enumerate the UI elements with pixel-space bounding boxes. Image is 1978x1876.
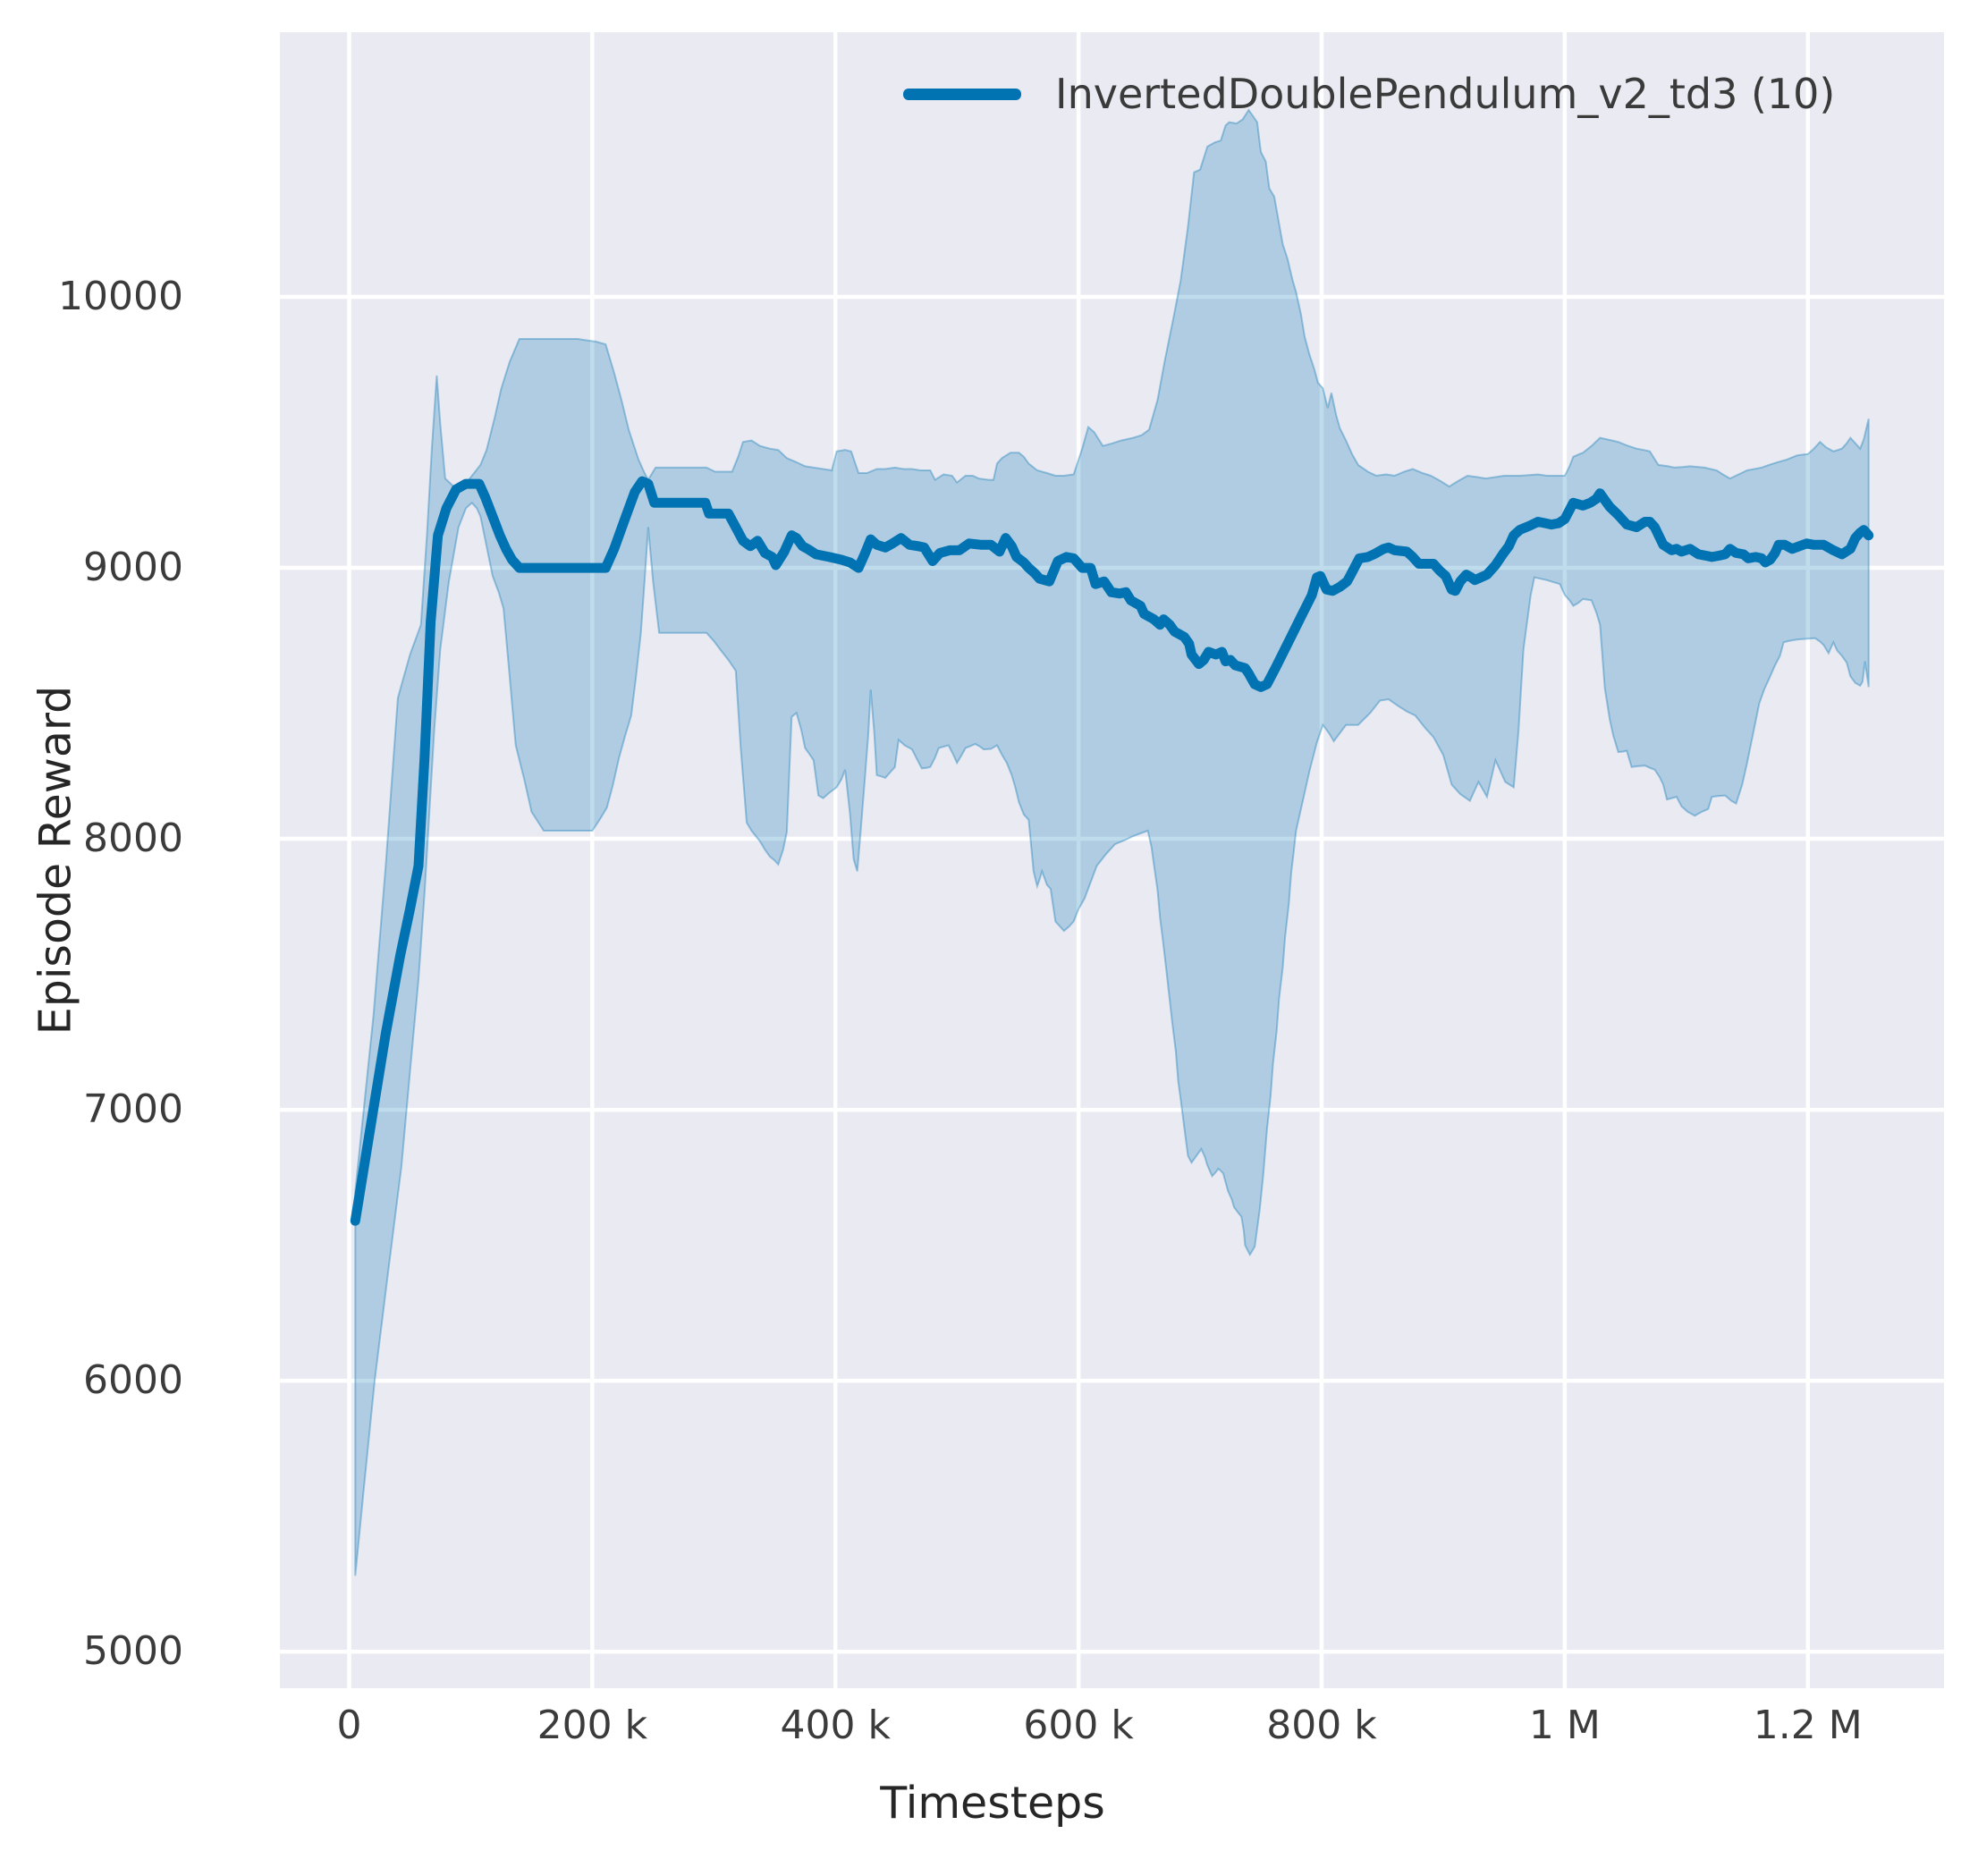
x-tick-label: 1 M [1528, 1703, 1601, 1748]
y-tick-label: 5000 [83, 1628, 183, 1675]
y-tick-label: 9000 [83, 545, 183, 591]
plot-background [280, 32, 1944, 1688]
x-axis-label: Timesteps [880, 1778, 1105, 1829]
legend-line-swatch [903, 88, 1021, 100]
legend: InvertedDoublePendulum_v2_td3 (10) [903, 70, 1835, 118]
x-tick-label: 1.2 M [1753, 1703, 1863, 1748]
mean-line [350, 476, 1874, 1226]
legend-series-label: InvertedDoublePendulum_v2_td3 (10) [1055, 70, 1836, 118]
y-tick-label: 6000 [83, 1357, 183, 1404]
x-tick-label: 200 k [537, 1703, 648, 1748]
y-tick-label: 10000 [58, 274, 183, 320]
x-tick-label: 800 k [1266, 1703, 1377, 1748]
x-tick-label: 400 k [780, 1703, 891, 1748]
confidence-band [354, 108, 1870, 1576]
y-tick-label: 8000 [83, 815, 183, 862]
y-tick-label: 7000 [83, 1086, 183, 1133]
y-axis-label: Episode Reward [30, 685, 81, 1035]
x-tick-label: 600 k [1023, 1703, 1134, 1748]
x-tick-label: 0 [336, 1703, 362, 1748]
